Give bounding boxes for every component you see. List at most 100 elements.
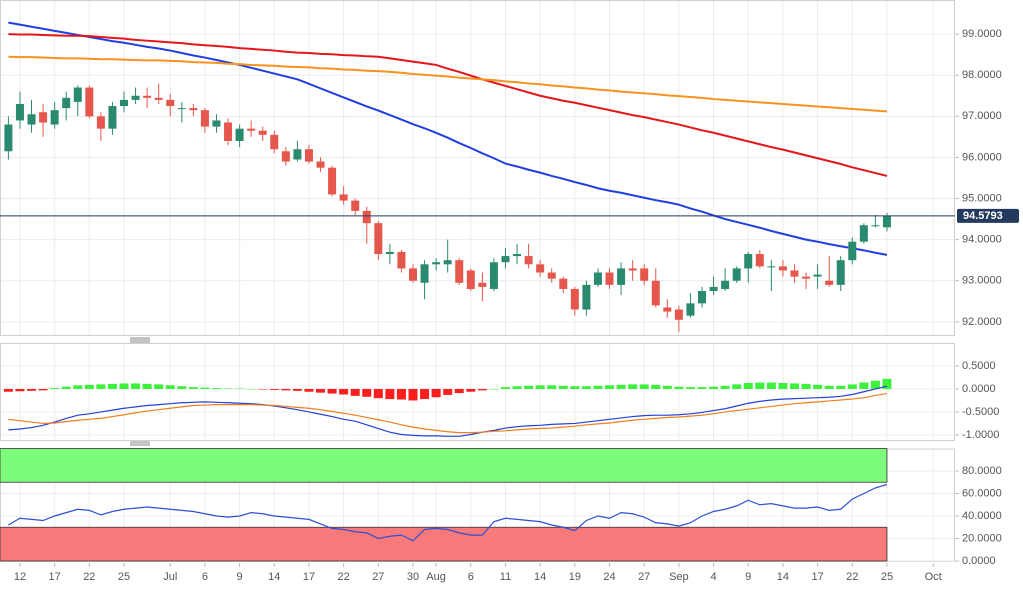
x-tick-label: 24 xyxy=(603,571,615,583)
x-tick-label: Sep xyxy=(669,571,689,583)
histogram-bar xyxy=(882,378,892,389)
last-price-label: 94.5793 xyxy=(963,210,1003,222)
candle-body xyxy=(316,161,325,168)
candle-body xyxy=(466,270,475,289)
candle-body xyxy=(501,256,510,263)
histogram-bar xyxy=(362,388,372,397)
histogram-bar xyxy=(500,387,510,389)
histogram-bar xyxy=(859,382,869,389)
y-tick-label: 97.0000 xyxy=(962,110,1002,122)
histogram-bar xyxy=(477,388,487,391)
candle-body xyxy=(235,128,244,141)
x-tick-label: 9 xyxy=(237,571,243,583)
y-tick-label: 20.0000 xyxy=(962,532,1002,544)
histogram-bar xyxy=(235,388,245,390)
candle-body xyxy=(848,241,857,261)
histogram-bar xyxy=(685,387,695,389)
histogram-bar xyxy=(188,387,198,389)
candle-body xyxy=(108,106,117,129)
x-tick-label: 14 xyxy=(268,571,280,583)
candle-body xyxy=(489,262,498,289)
candle-body xyxy=(351,200,360,211)
candle-body xyxy=(825,280,834,285)
y-tick-label: 0.5000 xyxy=(962,360,996,372)
histogram-bar xyxy=(778,382,788,389)
histogram-bar xyxy=(304,388,314,392)
y-tick-label: 0.0000 xyxy=(962,383,996,395)
y-tick-label: 80.0000 xyxy=(962,465,1002,477)
candle-body xyxy=(744,254,753,269)
y-tick-label: 94.0000 xyxy=(962,234,1002,246)
candle-body xyxy=(790,270,799,277)
x-tick-label: 11 xyxy=(500,571,511,583)
candle-body xyxy=(859,225,868,242)
histogram-bar xyxy=(697,387,707,389)
candle-body xyxy=(732,268,741,281)
histogram-bar xyxy=(339,388,349,395)
histogram-bar xyxy=(512,386,522,389)
x-tick-label: 25 xyxy=(881,571,893,583)
histogram-bar xyxy=(373,388,383,399)
candle-body xyxy=(455,260,464,283)
candle-body xyxy=(882,215,891,228)
histogram-bar xyxy=(570,386,580,389)
histogram-bar xyxy=(581,386,591,389)
histogram-bar xyxy=(281,388,291,391)
candle-body xyxy=(674,309,683,320)
candle-body xyxy=(640,268,649,281)
candle-body xyxy=(559,278,568,289)
candle-body xyxy=(570,288,579,310)
histogram-bar xyxy=(269,388,279,390)
y-tick-label: 93.0000 xyxy=(962,275,1002,287)
histogram-bar xyxy=(154,384,164,389)
histogram-bar xyxy=(15,388,25,392)
histogram-bar xyxy=(628,384,638,389)
y-tick-label: 96.0000 xyxy=(962,151,1002,163)
x-tick-label: 6 xyxy=(202,571,208,583)
candle-body xyxy=(409,268,417,281)
candle-body xyxy=(547,272,556,279)
candle-body xyxy=(536,264,545,273)
x-tick-label: 17 xyxy=(811,571,823,583)
histogram-bar xyxy=(870,380,880,389)
histogram-bar xyxy=(420,388,430,400)
histogram-bar xyxy=(292,388,302,391)
panel-frame xyxy=(0,343,955,441)
candle-body xyxy=(478,282,487,287)
y-tick-label: 98.0000 xyxy=(962,69,1002,81)
x-tick-label: 27 xyxy=(638,571,650,583)
histogram-bar xyxy=(766,382,776,389)
candle-body xyxy=(778,266,787,271)
histogram-bar xyxy=(824,385,834,389)
candle-body xyxy=(4,124,13,152)
panel-handle[interactable] xyxy=(130,337,150,343)
histogram-bar xyxy=(385,388,395,400)
histogram-bar xyxy=(27,388,37,391)
candle-body xyxy=(513,254,522,257)
histogram-bar xyxy=(211,388,221,389)
histogram-bar xyxy=(107,383,117,389)
histogram-bar xyxy=(605,385,615,389)
candle-body xyxy=(836,260,845,285)
histogram-bar xyxy=(547,385,557,389)
histogram-bar xyxy=(396,388,406,400)
histogram-bar xyxy=(489,388,499,390)
x-tick-label: 17 xyxy=(303,571,315,583)
y-tick-label: -1.0000 xyxy=(962,429,999,441)
candle-body xyxy=(755,254,764,267)
x-tick-label: 22 xyxy=(338,571,350,583)
candle-body xyxy=(304,149,313,162)
histogram-bar xyxy=(801,383,811,389)
candle-body xyxy=(131,95,140,100)
candle-body xyxy=(651,280,660,306)
candle-body xyxy=(73,87,82,102)
candle-body xyxy=(686,303,695,316)
candle-body xyxy=(339,194,348,201)
histogram-bar xyxy=(755,382,765,389)
histogram-bar xyxy=(431,388,441,398)
candle-body xyxy=(605,272,614,285)
candle-body xyxy=(813,274,822,277)
histogram-bar xyxy=(466,388,476,392)
candle-body xyxy=(767,266,776,268)
